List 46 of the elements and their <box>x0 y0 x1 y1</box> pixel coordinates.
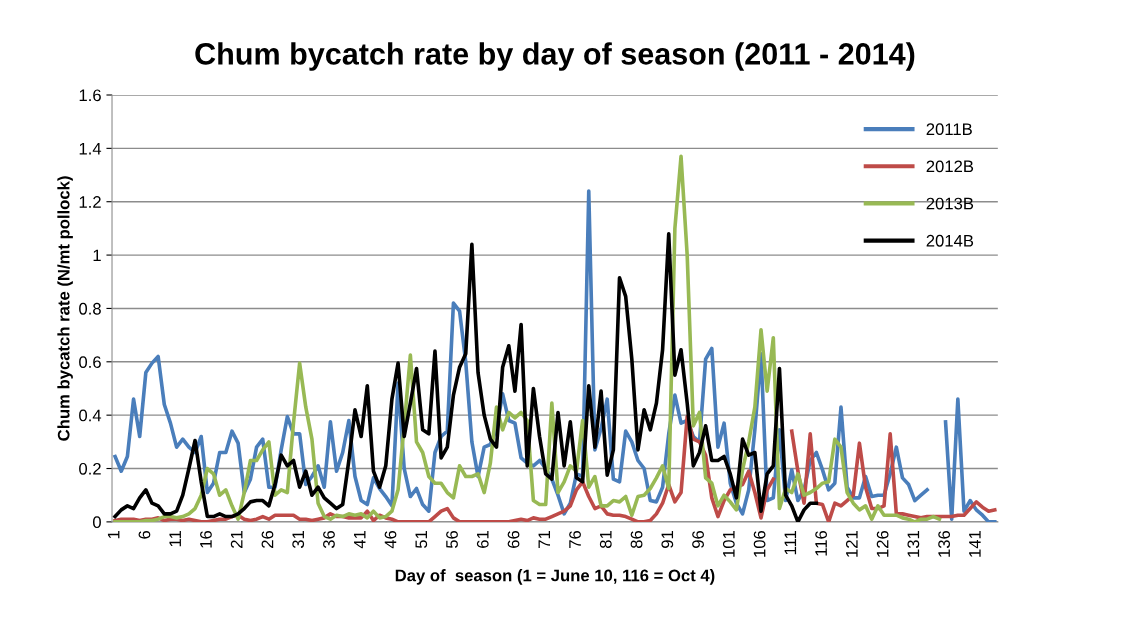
y-axis-title: Chum bycatch rate (N/mt pollock) <box>57 176 73 441</box>
x-axis-title: Day of season (1 = June 10, 116 = Oct 4) <box>395 569 715 585</box>
y-tick-label: 0 <box>92 516 101 529</box>
x-tick-label: 46 <box>384 530 397 549</box>
x-tick-label: 41 <box>354 531 366 549</box>
x-tick-label: 136 <box>938 530 951 557</box>
y-tick-label: 1.2 <box>79 196 101 208</box>
legend-label: 2014B <box>926 234 974 247</box>
x-tick-label: 91 <box>661 531 674 548</box>
x-tick-label: 11 <box>169 531 181 547</box>
y-tick-label: 1.4 <box>79 142 102 155</box>
x-tick-label: 56 <box>446 530 458 549</box>
x-tick-label: 96 <box>692 530 704 548</box>
x-tick-label: 141 <box>969 531 981 557</box>
x-tick-label: 36 <box>323 530 335 549</box>
line-series <box>113 231 819 522</box>
x-tick-label: 86 <box>630 530 643 549</box>
legend-label: 2012B <box>926 160 974 173</box>
x-tick-label: 126 <box>876 530 889 557</box>
legend-label: 2013B <box>926 197 974 210</box>
y-tick-label: 1 <box>93 249 101 262</box>
y-tick-label: 1.6 <box>79 89 101 102</box>
x-tick-label: 51 <box>415 531 428 549</box>
y-tick-label: 0.6 <box>79 356 101 368</box>
x-tick-label: 16 <box>200 530 212 548</box>
y-tick-label: 0.8 <box>79 302 101 315</box>
x-tick-label: 66 <box>507 530 520 548</box>
x-tick-label: 111 <box>784 531 797 555</box>
y-tick-label: 0.2 <box>79 462 101 475</box>
legend-label: 2011B <box>926 123 972 136</box>
x-tick-label: 76 <box>569 530 581 548</box>
x-tick-label: 81 <box>599 531 612 549</box>
x-tick-label: 61 <box>476 531 489 548</box>
chart-title: Chum bycatch rate by day of season (2011 - 2014) <box>195 42 915 71</box>
x-tick-label: 31 <box>292 531 305 549</box>
x-tick-label: 101 <box>722 531 735 557</box>
y-tick-label: 0.4 <box>79 409 102 422</box>
x-tick-label: 21 <box>230 531 243 548</box>
x-tick-label: 116 <box>815 530 827 556</box>
x-tick-label: 121 <box>845 531 858 557</box>
x-tick-label: 1 <box>107 531 120 539</box>
x-tick-label: 131 <box>907 531 920 557</box>
x-tick-label: 71 <box>538 531 551 548</box>
x-tick-label: 26 <box>261 530 274 548</box>
x-tick-label: 6 <box>138 530 151 539</box>
x-tick-label: 106 <box>753 530 766 557</box>
